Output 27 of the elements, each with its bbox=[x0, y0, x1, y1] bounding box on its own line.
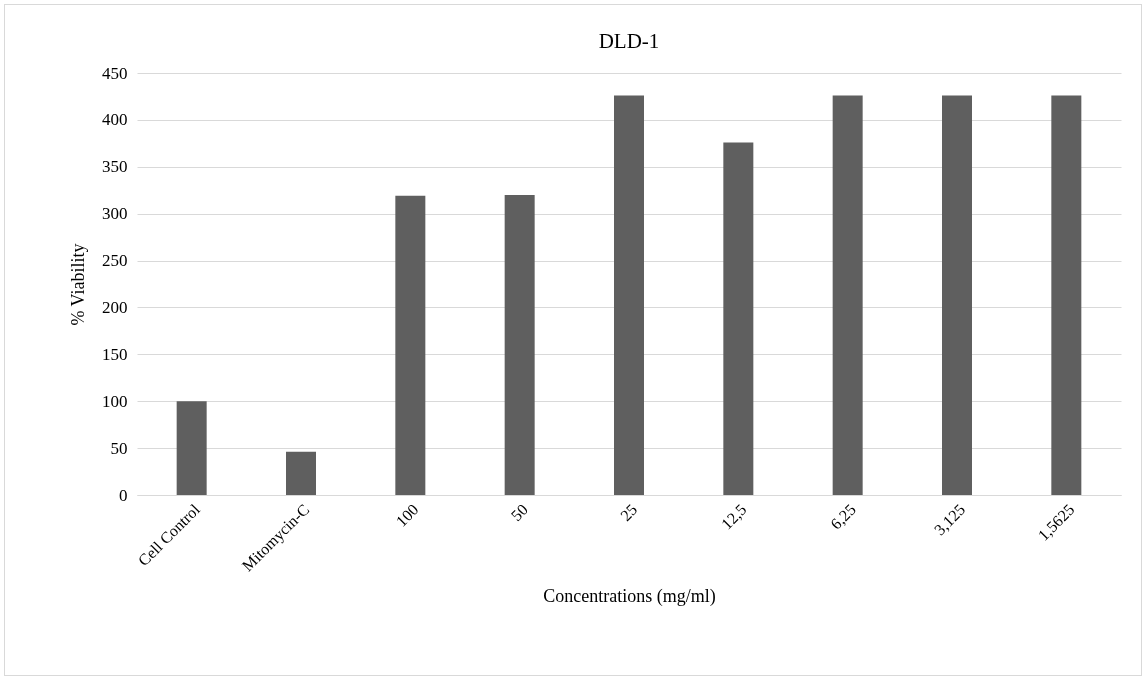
y-tick-label: 300 bbox=[102, 204, 128, 224]
y-axis-title: % Viability bbox=[68, 243, 88, 326]
bar bbox=[286, 451, 316, 495]
x-tick-label: 25 bbox=[616, 500, 641, 525]
y-tick-label: 100 bbox=[102, 391, 128, 411]
y-tick-label: 350 bbox=[102, 157, 128, 177]
bar bbox=[832, 95, 863, 495]
x-tick-label: 50 bbox=[507, 500, 531, 525]
bar bbox=[176, 401, 207, 495]
x-tick-label: 6,25 bbox=[827, 500, 859, 533]
y-tick-label: 250 bbox=[102, 251, 128, 271]
y-tick-label: 150 bbox=[102, 344, 128, 364]
bar bbox=[942, 95, 972, 495]
bar bbox=[395, 195, 426, 495]
bar bbox=[1051, 95, 1082, 495]
chart-title: DLD-1 bbox=[598, 29, 660, 53]
y-tick-label: 400 bbox=[102, 110, 128, 130]
y-tick-label: 200 bbox=[102, 297, 128, 317]
y-tick-label: 50 bbox=[110, 438, 128, 458]
y-tick-label: 0 bbox=[119, 485, 128, 505]
x-axis-title: Concentrations (mg/ml) bbox=[543, 586, 716, 608]
bar bbox=[723, 142, 754, 495]
bar bbox=[614, 95, 644, 495]
x-tick-label: 12,5 bbox=[717, 500, 750, 533]
x-tick-label: 100 bbox=[392, 500, 422, 530]
y-tick-label: 450 bbox=[102, 63, 128, 83]
bar bbox=[504, 194, 535, 495]
